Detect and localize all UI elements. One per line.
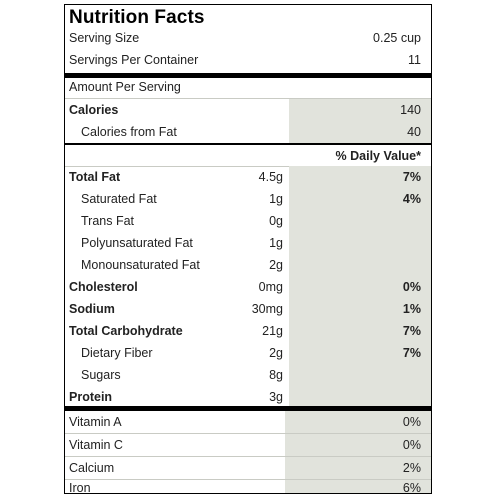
nutrient-shade (289, 254, 431, 276)
nutrient-label: Cholesterol (69, 280, 138, 294)
nutrient-label: Saturated Fat (81, 192, 157, 206)
nutrient-shade (289, 364, 431, 386)
thick-divider-top (65, 73, 431, 78)
nutrient-row-dietary-fiber: Dietary Fiber 2g 7% (65, 342, 431, 364)
nutrient-label: Total Fat (69, 170, 121, 184)
nutrient-label: Trans Fat (81, 214, 135, 228)
servings-per-container-value: 11 (408, 53, 421, 67)
nutrient-amount: 3g (269, 390, 283, 404)
vitamin-row-vitamin-c: Vitamin C 0% (65, 434, 431, 456)
serving-size-label: Serving Size (69, 31, 140, 45)
nutrient-amount: 8g (269, 368, 283, 382)
calories-label: Calories (69, 103, 119, 117)
calories-from-fat-shade (289, 121, 431, 143)
nutrient-daily-value: 7% (402, 346, 421, 360)
vitamin-row-vitamin-a: Vitamin A 0% (65, 411, 431, 433)
vitamin-label: Calcium (69, 461, 115, 475)
nutrient-daily-value: 1% (402, 302, 421, 316)
nutrient-row-saturated-fat: Saturated Fat 1g 4% (65, 188, 431, 210)
nutrient-row-trans-fat: Trans Fat 0g (65, 210, 431, 232)
nutrient-amount: 1g (269, 236, 283, 250)
nutrient-label: Total Carbohydrate (69, 324, 183, 338)
calories-from-fat-row: Calories from Fat 40 (65, 121, 431, 143)
vitamin-shade (285, 480, 431, 493)
vitamin-shade (285, 457, 431, 479)
vitamin-daily-value: 0% (402, 438, 421, 452)
nutrient-amount: 2g (269, 258, 283, 272)
vitamin-label: Vitamin C (69, 438, 123, 452)
daily-value-header-row: % Daily Value* (65, 145, 431, 167)
calories-value: 140 (400, 103, 421, 117)
nutrient-row-total-carbohydrate: Total Carbohydrate 21g 7% (65, 320, 431, 342)
label-title: Nutrition Facts (69, 7, 205, 28)
vitamin-row-iron: Iron 6% (65, 480, 431, 495)
nutrient-shade (289, 276, 431, 298)
nutrient-label: Polyunsaturated Fat (81, 236, 193, 250)
daily-value-header: % Daily Value* (335, 149, 421, 163)
vitamin-label: Iron (69, 481, 91, 495)
nutrient-label: Sodium (69, 302, 115, 316)
nutrient-row-protein: Protein 3g (65, 386, 431, 408)
nutrient-shade (289, 210, 431, 232)
calories-row: Calories 140 (65, 99, 431, 121)
vitamin-label: Vitamin A (69, 415, 122, 429)
nutrient-row-cholesterol: Cholesterol 0mg 0% (65, 276, 431, 298)
nutrient-label: Monounsaturated Fat (81, 258, 200, 272)
nutrient-shade (289, 188, 431, 210)
nutrient-amount: 30mg (251, 302, 283, 316)
nutrient-amount: 21g (262, 324, 283, 338)
vitamin-shade (285, 411, 431, 433)
nutrient-row-monounsaturated-fat: Monounsaturated Fat 2g (65, 254, 431, 276)
nutrient-daily-value: 7% (402, 170, 421, 184)
calories-from-fat-label: Calories from Fat (81, 125, 177, 139)
vitamin-row-calcium: Calcium 2% (65, 457, 431, 479)
nutrient-row-polyunsaturated-fat: Polyunsaturated Fat 1g (65, 232, 431, 254)
serving-size-value: 0.25 cup (373, 31, 421, 45)
nutrient-shade (289, 232, 431, 254)
nutrient-amount: 0mg (258, 280, 283, 294)
nutrient-row-sodium: Sodium 30mg 1% (65, 298, 431, 320)
divider (65, 479, 431, 480)
nutrient-label: Protein (69, 390, 113, 404)
vitamin-daily-value: 2% (402, 461, 421, 475)
nutrient-amount: 4.5g (258, 170, 283, 184)
nutrient-row-sugars: Sugars 8g (65, 364, 431, 386)
divider (65, 98, 431, 99)
divider (65, 433, 431, 434)
amount-per-serving-label: Amount Per Serving (69, 80, 181, 94)
nutrition-facts-label: Nutrition Facts Serving Size 0.25 cup Se… (64, 4, 432, 495)
calories-from-fat-value: 40 (407, 125, 421, 139)
nutrient-daily-value: 7% (402, 324, 421, 338)
nutrient-daily-value: 4% (402, 192, 421, 206)
amount-per-serving-row: Amount Per Serving (65, 76, 431, 98)
vitamin-shade (285, 434, 431, 456)
nutrient-daily-value: 0% (402, 280, 421, 294)
nutrient-row-total-fat: Total Fat 4.5g 7% (65, 166, 431, 188)
divider (65, 166, 431, 167)
nutrient-label: Dietary Fiber (81, 346, 153, 360)
nutrient-shade (289, 342, 431, 364)
divider (65, 456, 431, 457)
vitamin-daily-value: 6% (402, 481, 421, 495)
nutrient-shade (289, 386, 431, 408)
nutrient-amount: 2g (269, 346, 283, 360)
nutrient-label: Sugars (81, 368, 121, 382)
nutrient-amount: 0g (269, 214, 283, 228)
vitamin-daily-value: 0% (402, 415, 421, 429)
thick-divider-bottom (65, 406, 431, 411)
medium-divider (65, 143, 431, 145)
servings-per-container-label: Servings Per Container (69, 53, 199, 67)
nutrient-shade (289, 298, 431, 320)
servings-per-container-row: Servings Per Container 11 (65, 49, 431, 71)
calories-shade (289, 99, 431, 121)
nutrient-amount: 1g (269, 192, 283, 206)
nutrient-shade (289, 166, 431, 188)
serving-size-row: Serving Size 0.25 cup (65, 27, 431, 49)
nutrient-shade (289, 320, 431, 342)
